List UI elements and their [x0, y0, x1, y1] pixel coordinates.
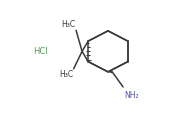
Text: NH₂: NH₂ — [124, 91, 139, 100]
Text: H₃C: H₃C — [59, 70, 73, 79]
Text: H₃C: H₃C — [61, 20, 75, 29]
Text: HCl: HCl — [33, 47, 48, 56]
Polygon shape — [108, 70, 112, 74]
